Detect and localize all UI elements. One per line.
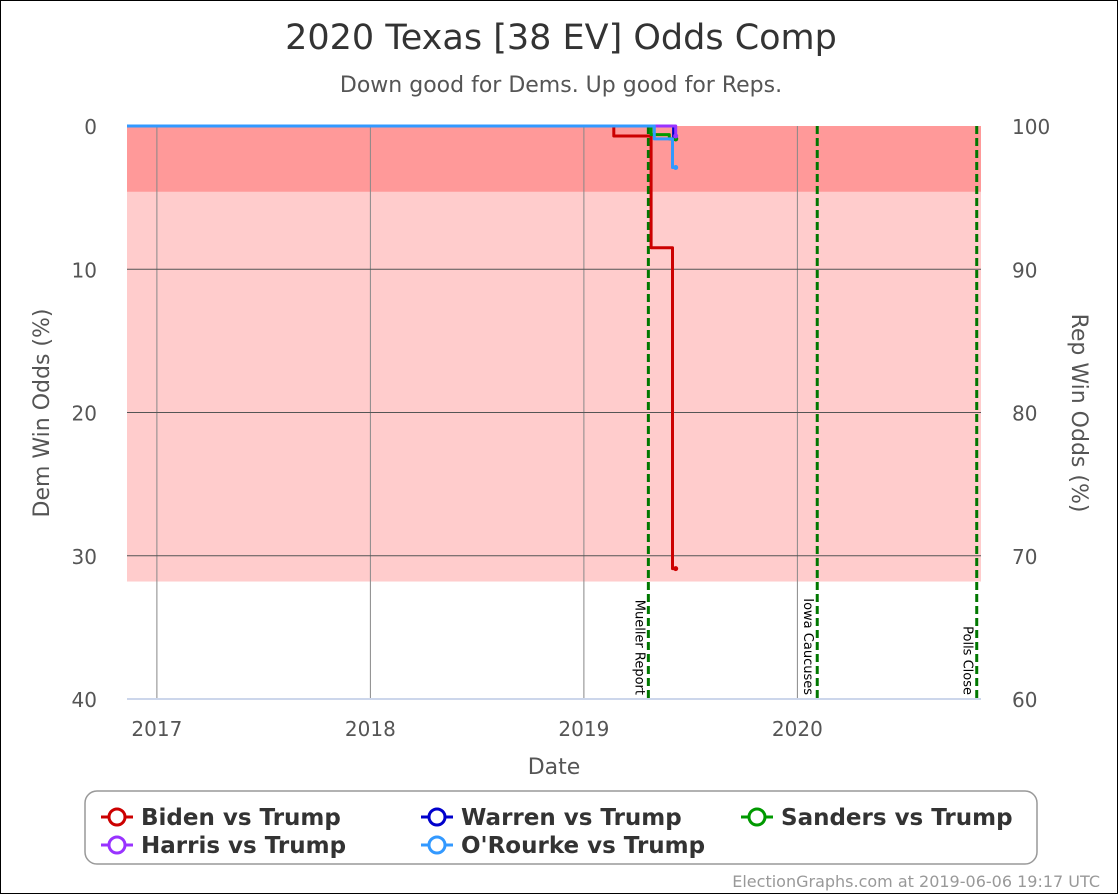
legend-label-1: Warren vs Trump bbox=[461, 805, 682, 831]
x-axis-title: Date bbox=[528, 755, 581, 780]
legend-label-0: Biden vs Trump bbox=[141, 805, 341, 831]
right-tick-label: 70 bbox=[1012, 545, 1037, 569]
right-tick-label: 90 bbox=[1012, 258, 1037, 282]
event-label-2: Polls Close bbox=[960, 626, 975, 695]
x-tick-label: 2018 bbox=[345, 717, 396, 741]
probability-bands bbox=[127, 126, 981, 582]
legend-label-2: Sanders vs Trump bbox=[781, 805, 1013, 831]
x-tick-label: 2020 bbox=[772, 717, 823, 741]
x-tick-label: 2017 bbox=[131, 717, 182, 741]
gridlines bbox=[127, 126, 981, 699]
right-tick-label: 80 bbox=[1012, 402, 1037, 426]
legend-marker-1 bbox=[427, 807, 447, 827]
legend-label-3: Harris vs Trump bbox=[141, 833, 346, 859]
x-axis-ticks: 2017 2018 2019 2020 bbox=[131, 717, 822, 741]
odds-band-0 bbox=[127, 126, 981, 192]
left-tick-label: 30 bbox=[72, 545, 97, 569]
legend-marker-0 bbox=[107, 807, 127, 827]
left-tick-label: 0 bbox=[84, 115, 97, 139]
right-tick-label: 60 bbox=[1012, 688, 1037, 712]
series-endpoint-3 bbox=[673, 133, 679, 139]
odds-band-1 bbox=[127, 191, 981, 582]
legend-box bbox=[84, 790, 1038, 865]
legend-marker-4 bbox=[427, 835, 447, 855]
series-line-4 bbox=[127, 124, 676, 169]
series-line-0 bbox=[127, 124, 676, 571]
legend-marker-2 bbox=[747, 807, 767, 827]
credit-text: ElectionGraphs.com at 2019-06-06 19:17 U… bbox=[732, 872, 1100, 891]
legend: Biden vs Trump Warren vs Trump Sanders vs … bbox=[84, 790, 1038, 865]
right-axis-title: Rep Win Odds (%) bbox=[1066, 314, 1091, 513]
chart-title: 2020 Texas [38 EV] Odds Comp bbox=[285, 18, 837, 58]
event-markers: Mueller Report Iowa Caucuses Polls Close bbox=[631, 126, 979, 699]
x-tick-label: 2019 bbox=[558, 717, 609, 741]
left-tick-label: 10 bbox=[72, 258, 97, 282]
left-axis-title: Dem Win Odds (%) bbox=[30, 309, 55, 518]
chart-subtitle: Down good for Dems. Up good for Reps. bbox=[340, 73, 782, 98]
legend-label-4: O'Rourke vs Trump bbox=[461, 833, 705, 859]
series-endpoint-4 bbox=[673, 165, 679, 171]
left-axis-ticks: 0 10 20 30 40 bbox=[72, 115, 97, 712]
legend-marker-3 bbox=[107, 835, 127, 855]
event-label-1: Iowa Caucuses bbox=[800, 598, 815, 695]
right-tick-label: 100 bbox=[1012, 115, 1050, 139]
plot-area: Mueller Report Iowa Caucuses Polls Close bbox=[127, 124, 981, 700]
left-tick-label: 40 bbox=[72, 688, 97, 712]
series-endpoint-0 bbox=[673, 566, 679, 572]
series-lines bbox=[127, 124, 679, 572]
left-tick-label: 20 bbox=[72, 402, 97, 426]
right-axis-ticks: 100 90 80 70 60 bbox=[1012, 115, 1050, 712]
event-label-0: Mueller Report bbox=[631, 600, 646, 695]
